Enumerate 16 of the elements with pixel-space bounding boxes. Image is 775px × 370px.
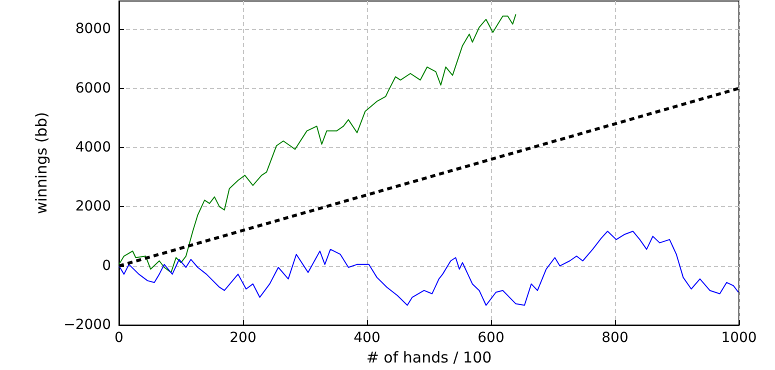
x-tick-label: 600 xyxy=(478,330,504,346)
y-tick-label: −2000 xyxy=(64,317,111,334)
y-tick-label: 4000 xyxy=(75,140,111,156)
line-series xyxy=(118,230,739,306)
y-tick-label: 2000 xyxy=(75,198,111,215)
y-tick-label: 0 xyxy=(102,258,111,274)
x-tick-label: 200 xyxy=(230,330,256,346)
y-axis-title: winnings (bb) xyxy=(32,112,50,214)
x-axis-title: # of hands / 100 xyxy=(366,348,492,366)
x-tick-label: 400 xyxy=(354,330,380,346)
x-tick-label: 1000 xyxy=(721,330,757,346)
x-tick-label: 0 xyxy=(114,330,124,346)
x-tick-label: 800 xyxy=(602,330,628,346)
y-tick-label: 6000 xyxy=(75,80,111,96)
y-tick-label: 8000 xyxy=(75,21,111,38)
line-series xyxy=(118,14,516,273)
